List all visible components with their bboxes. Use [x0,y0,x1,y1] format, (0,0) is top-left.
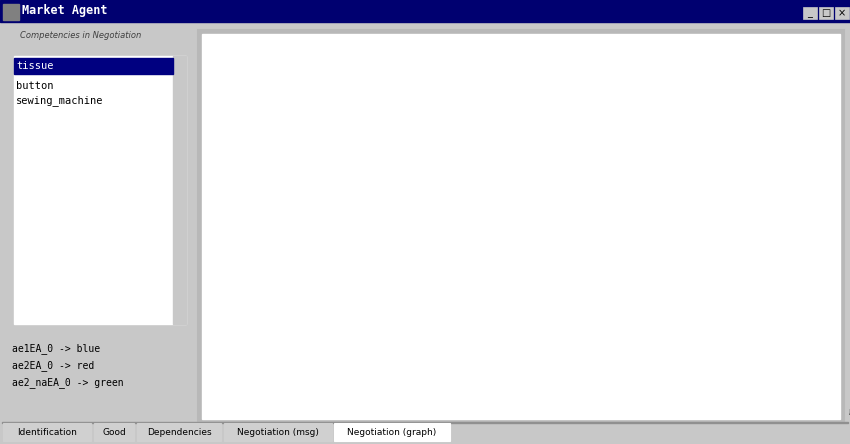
Text: Market Agent: Market Agent [22,4,107,17]
Text: Negotiation (msg): Negotiation (msg) [237,428,319,436]
Bar [3,4,19,20]
Text: Negotiation (graph): Negotiation (graph) [348,428,437,436]
Text: rounds: rounds [834,407,850,416]
Bar [334,423,450,441]
Text: Competencies in Negotiation: Competencies in Negotiation [20,32,141,40]
Bar [14,58,173,74]
Bar [224,423,332,441]
Bar [2,422,848,423]
Bar [0,0,850,22]
Bar [94,423,134,441]
Text: _: _ [808,8,813,18]
Text: sewing_machine: sewing_machine [16,95,104,107]
Bar [8,34,191,419]
Bar [835,7,849,19]
Bar [2,422,848,442]
Bar [803,7,817,19]
Bar [8,331,191,416]
Text: □: □ [821,8,830,18]
Bar [3,423,91,441]
Text: Identification: Identification [17,428,77,436]
Bar [5,30,195,422]
Text: aval: aval [211,29,235,39]
Text: ae1EA_0 -> blue: ae1EA_0 -> blue [12,344,100,354]
Bar [137,423,221,441]
Bar [198,30,844,422]
Bar [202,34,840,419]
Bar [173,56,186,324]
Text: button: button [16,81,54,91]
Text: ae2EA_0 -> red: ae2EA_0 -> red [12,361,94,372]
Text: Good: Good [102,428,126,436]
Bar [14,56,186,324]
Bar [819,7,833,19]
Text: Dependencies: Dependencies [147,428,212,436]
Bar [18,31,148,41]
Text: ×: × [838,8,846,18]
Text: tissue: tissue [16,61,54,71]
Text: ae2_naEA_0 -> green: ae2_naEA_0 -> green [12,377,123,388]
